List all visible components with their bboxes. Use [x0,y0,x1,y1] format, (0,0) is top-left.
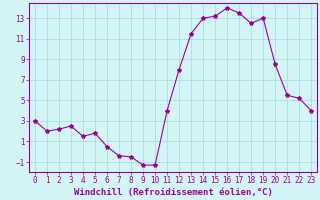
X-axis label: Windchill (Refroidissement éolien,°C): Windchill (Refroidissement éolien,°C) [74,188,273,197]
